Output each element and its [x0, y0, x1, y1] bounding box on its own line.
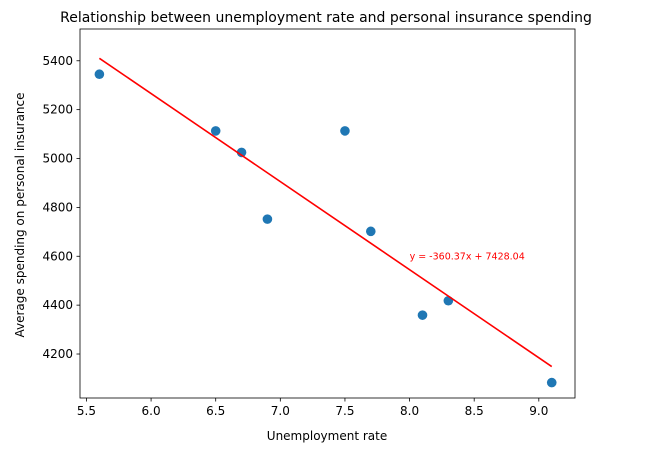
data-point-8 — [443, 295, 454, 306]
data-point-4 — [262, 214, 273, 224]
y-tick-label: 4400 — [42, 298, 73, 312]
y-tick-label: 5400 — [42, 54, 73, 68]
x-tick-label: 5.5 — [77, 404, 96, 418]
y-tick-label: 4200 — [42, 347, 73, 361]
data-point-1 — [94, 69, 105, 80]
y-tick-label: 4600 — [42, 249, 73, 263]
x-tick-label: 7.0 — [271, 404, 290, 418]
regression-line — [98, 57, 553, 368]
x-tick-label: 7.5 — [335, 404, 354, 418]
regression-equation: y = -360.37x + 7428.04 — [410, 251, 525, 262]
y-tick-label: 5000 — [42, 152, 73, 166]
data-point-9 — [546, 377, 557, 388]
data-point-2 — [210, 126, 221, 136]
y-axis-label: Average spending on personal insurance — [13, 92, 27, 337]
plot-frame — [79, 28, 576, 399]
data-point-6 — [365, 226, 376, 237]
y-axis: 4200 4400 4600 4800 5000 5200 5400 — [42, 54, 80, 361]
y-tick-label: 4800 — [42, 200, 73, 214]
data-point-7 — [417, 310, 428, 320]
x-tick-label: 6.0 — [142, 404, 161, 418]
data-point-5 — [340, 126, 350, 136]
x-tick-label: 8.0 — [400, 404, 419, 418]
x-tick-label: 8.5 — [465, 404, 484, 418]
x-axis-label: Unemployment rate — [267, 429, 387, 443]
x-axis: 5.5 6.0 6.5 7.0 7.5 8.0 8.5 9.0 — [77, 398, 548, 418]
data-point-3 — [236, 147, 247, 158]
y-tick-label: 5200 — [42, 103, 73, 117]
x-tick-label: 6.5 — [206, 404, 225, 418]
chart-title: Relationship between unemployment rate a… — [60, 10, 592, 26]
plot-area — [94, 57, 557, 388]
x-tick-label: 9.0 — [529, 404, 548, 418]
